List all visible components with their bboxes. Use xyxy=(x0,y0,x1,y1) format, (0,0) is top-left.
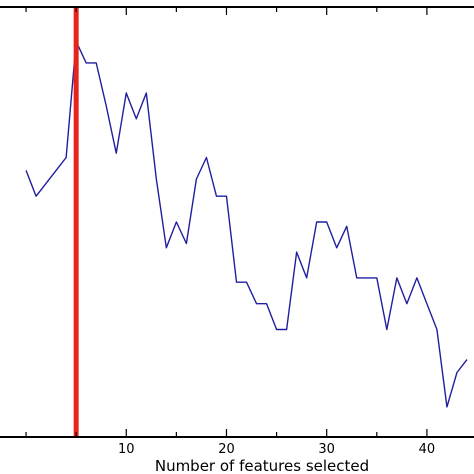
x-axis-ticks: 10 20 30 40 xyxy=(25,7,436,457)
x-tick-label: 10 xyxy=(118,442,135,457)
x-tick-label: 20 xyxy=(218,442,235,457)
series-layer xyxy=(25,40,468,408)
x-tick-label: 30 xyxy=(318,442,335,457)
x-tick-label: 40 xyxy=(419,442,436,457)
plot-frame xyxy=(0,6,474,438)
series-line xyxy=(25,40,468,408)
x-axis-label: Number of features selected xyxy=(155,457,369,474)
